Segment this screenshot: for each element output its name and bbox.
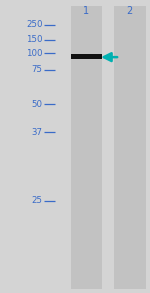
Text: 37: 37 bbox=[32, 128, 43, 137]
Text: 50: 50 bbox=[32, 100, 43, 108]
Text: 1: 1 bbox=[83, 6, 89, 16]
Text: 2: 2 bbox=[127, 6, 133, 16]
Text: 150: 150 bbox=[26, 35, 43, 44]
Bar bbox=[70, 54, 102, 59]
Text: 100: 100 bbox=[26, 49, 43, 58]
Text: 25: 25 bbox=[32, 196, 43, 205]
Text: 250: 250 bbox=[26, 21, 43, 29]
Text: 75: 75 bbox=[32, 65, 43, 74]
Bar bbox=[70, 6, 102, 289]
Bar bbox=[114, 6, 146, 289]
